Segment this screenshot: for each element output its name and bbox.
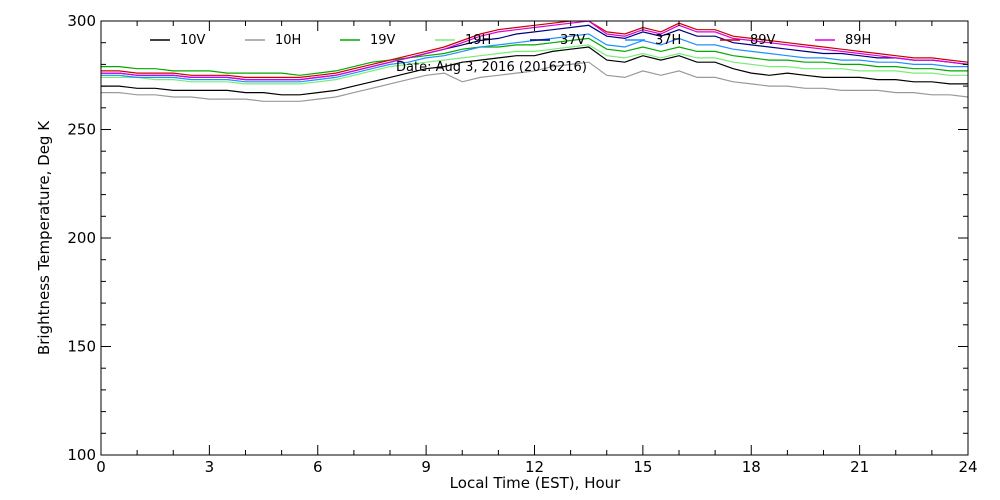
legend-label-37v: 37V xyxy=(560,33,586,48)
x-tick-label: 6 xyxy=(313,458,323,476)
x-tick-label: 15 xyxy=(633,458,652,476)
series-line-10h xyxy=(101,61,968,102)
x-axis-label: Local Time (EST), Hour xyxy=(450,474,621,492)
plot-frame xyxy=(100,20,969,456)
legend: 10V 10H 19V 19H 37V 37H 89V 89H xyxy=(150,33,871,48)
y-tick-label: 300 xyxy=(67,12,96,30)
series-line-19v xyxy=(101,37,968,76)
legend-label-19h: 19H xyxy=(465,33,491,48)
legend-label-37h: 37H xyxy=(655,33,681,48)
y-axis-label: Brightness Temperature, Deg K xyxy=(35,120,53,355)
date-annotation: Date: Aug 3, 2016 (2016216) xyxy=(396,60,587,75)
series-line-10v xyxy=(101,46,968,96)
legend-label-89h: 89H xyxy=(845,33,871,48)
y-tick-label: 150 xyxy=(67,338,96,356)
legend-label-10h: 10H xyxy=(275,33,301,48)
legend-label-89v: 89V xyxy=(750,33,776,48)
y-tick-label: 100 xyxy=(67,446,96,464)
series-line-19h xyxy=(101,44,968,85)
y-tick-label: 200 xyxy=(67,229,96,247)
axis-ticks: 0 3 6 9 12 15 18 21 24 100 150 200 250 300 xyxy=(67,12,977,476)
x-tick-label: 12 xyxy=(525,458,544,476)
x-tick-label: 9 xyxy=(421,458,431,476)
x-tick-label: 24 xyxy=(958,458,977,476)
y-tick-label: 250 xyxy=(67,121,96,139)
x-tick-label: 18 xyxy=(742,458,761,476)
legend-label-10v: 10V xyxy=(180,33,206,48)
x-tick-label: 0 xyxy=(96,458,106,476)
x-tick-label: 3 xyxy=(205,458,215,476)
x-tick-label: 21 xyxy=(850,458,869,476)
legend-label-19v: 19V xyxy=(370,33,396,48)
